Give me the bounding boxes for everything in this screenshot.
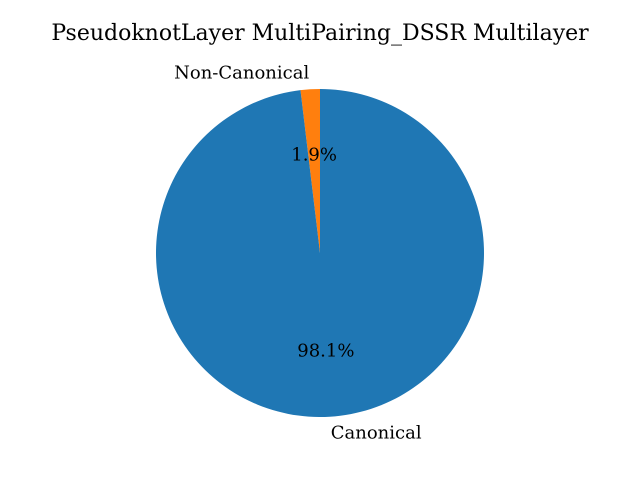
- pie-slice-non-canonical: [300, 89, 320, 253]
- pie-labels: 1.9% Non-Canonical 98.1% Canonical: [174, 62, 422, 443]
- pie-slice-canonical: [156, 89, 485, 418]
- chart-title: PseudoknotLayer MultiPairing_DSSR Multil…: [51, 21, 589, 46]
- pie-slices: [156, 89, 485, 418]
- slice-label-non-canonical: Non-Canonical: [174, 62, 309, 83]
- pct-label-non-canonical: 1.9%: [291, 144, 337, 165]
- pct-label-canonical: 98.1%: [297, 341, 354, 362]
- slice-label-canonical: Canonical: [331, 423, 422, 444]
